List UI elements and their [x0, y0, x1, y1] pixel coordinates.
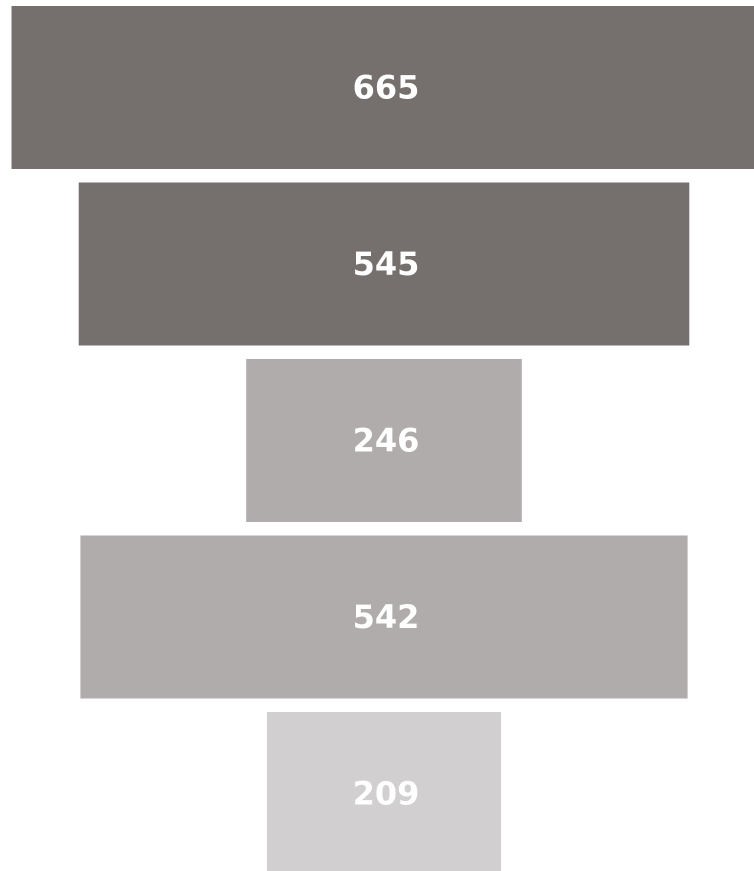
funnel-bar-label-2: 545 [353, 245, 420, 283]
funnel-bar-label-1: 665 [353, 69, 420, 107]
funnel-bar-label-5: 209 [353, 775, 420, 813]
funnel-bar-label-4: 542 [353, 598, 420, 636]
funnel-bar-label-3: 246 [353, 422, 420, 460]
